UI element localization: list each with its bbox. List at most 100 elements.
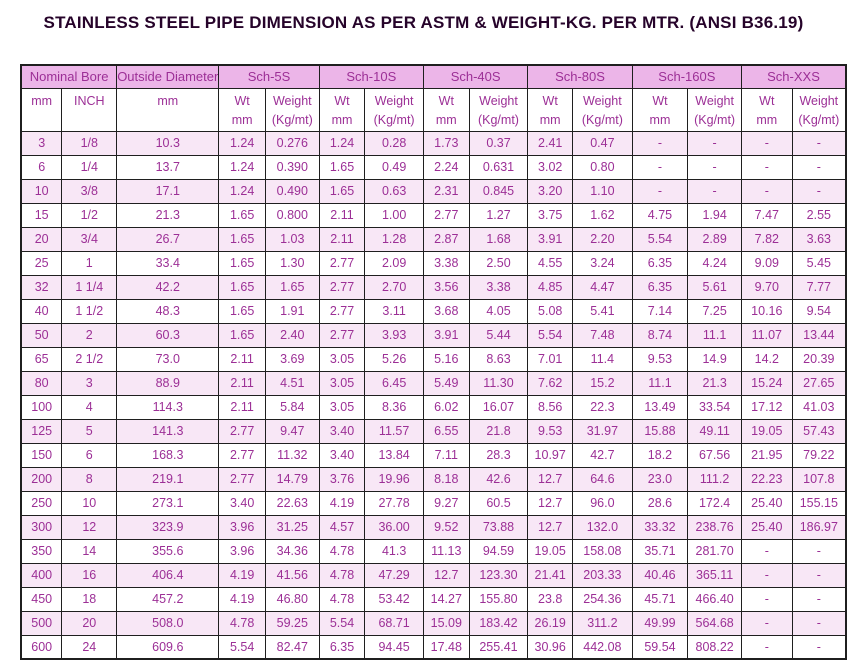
table-cell: 0.390 <box>264 154 320 180</box>
table-cell: 150 <box>20 442 63 468</box>
table-cell: 2.11 <box>318 202 366 228</box>
table-cell: 11.1 <box>687 322 742 348</box>
table-cell: 10.3 <box>116 130 220 156</box>
table-cell: 73.88 <box>468 514 529 540</box>
column-header-line: Wt <box>438 93 454 108</box>
table-cell: 0.490 <box>264 178 320 204</box>
table-cell: 12.7 <box>527 514 574 540</box>
table-cell: 41.3 <box>364 538 424 564</box>
table-cell: 17.12 <box>741 394 793 420</box>
table-cell: 42.6 <box>468 466 529 492</box>
table-cell: 0.28 <box>364 130 424 156</box>
table-cell: 4.47 <box>572 274 633 300</box>
table-cell: 1.03 <box>264 226 320 252</box>
table-cell: 609.6 <box>116 634 220 660</box>
table-cell: 60.5 <box>468 490 529 516</box>
table-cell: - <box>791 178 847 204</box>
table-cell: 14.9 <box>687 346 742 372</box>
table-cell: 406.4 <box>116 562 220 588</box>
pipe-dimension-table: Nominal Bore Outside Diameter Sch-5S Sch-10… <box>20 64 847 660</box>
group-header-cell: Nominal Bore <box>20 64 118 89</box>
column-header-line: (Kg/mt) <box>581 112 623 127</box>
table-row: 6 1/4 13.7 1.24 0.390 1.65 0.49 2.24 0.631 3.02 0.… <box>20 154 847 180</box>
column-header-cell: Wt mm <box>422 87 470 132</box>
table-cell: 6 <box>20 154 63 180</box>
column-header-cell: Weight (Kg/mt) <box>364 87 424 132</box>
table-cell: - <box>791 586 847 612</box>
table-cell: 50 <box>20 322 63 348</box>
table-cell: 9.53 <box>527 418 574 444</box>
table-cell: 2.11 <box>318 226 366 252</box>
table-cell: 9.53 <box>631 346 689 372</box>
table-cell: 4.51 <box>264 370 320 396</box>
table-cell: 31.97 <box>572 418 633 444</box>
table-cell: - <box>741 610 793 636</box>
table-cell: 23.8 <box>527 586 574 612</box>
table-cell: 7.14 <box>631 298 689 324</box>
table-cell: 21.3 <box>116 202 220 228</box>
table-cell: 41.56 <box>264 562 320 588</box>
table-cell: 1.65 <box>218 226 266 252</box>
table-cell: 3/4 <box>61 226 118 252</box>
table-cell: 3.68 <box>422 298 470 324</box>
table-cell: 8.56 <box>527 394 574 420</box>
column-header-line: mm <box>756 112 778 127</box>
table-cell: 3.20 <box>527 178 574 204</box>
table-row: 32 1 1/4 42.2 1.65 1.65 2.77 2.70 3.56 3.38 4.85 4… <box>20 274 847 300</box>
column-header-cell: Weight (Kg/mt) <box>468 87 529 132</box>
table-cell: 48.3 <box>116 298 220 324</box>
table-cell: 203.33 <box>572 562 633 588</box>
column-header-cell: Weight (Kg/mt) <box>791 87 847 132</box>
table-cell: 6 <box>61 442 118 468</box>
table-cell: 18.2 <box>631 442 689 468</box>
table-cell: 11.07 <box>741 322 793 348</box>
table-cell: 6.02 <box>422 394 470 420</box>
table-cell: 16.07 <box>468 394 529 420</box>
table-cell: 114.3 <box>116 394 220 420</box>
group-header-cell: Sch-5S <box>218 64 320 89</box>
table-cell: 3 <box>20 130 63 156</box>
table-cell: 6.35 <box>631 250 689 276</box>
table-cell: 25.40 <box>741 514 793 540</box>
column-header-line: mm <box>539 112 561 127</box>
table-cell: 255.41 <box>468 634 529 660</box>
table-cell: 355.6 <box>116 538 220 564</box>
table-cell: - <box>791 562 847 588</box>
table-cell: 15 <box>20 202 63 228</box>
table-cell: 3.38 <box>468 274 529 300</box>
table-cell: 5.26 <box>364 346 424 372</box>
table-cell: 11.57 <box>364 418 424 444</box>
table-cell: 2.77 <box>318 274 366 300</box>
table-cell: 132.0 <box>572 514 633 540</box>
table-cell: 7.01 <box>527 346 574 372</box>
table-row: 65 2 1/2 73.0 2.11 3.69 3.05 5.26 5.16 8.63 7.01 1… <box>20 346 847 372</box>
table-cell: - <box>791 538 847 564</box>
table-cell: 250 <box>20 490 63 516</box>
table-cell: 808.22 <box>687 634 742 660</box>
table-cell: 41.03 <box>791 394 847 420</box>
table-cell: 68.71 <box>364 610 424 636</box>
table-cell: 168.3 <box>116 442 220 468</box>
table-cell: 1.24 <box>218 130 266 156</box>
table-cell: 65 <box>20 346 63 372</box>
table-cell: 1.65 <box>218 250 266 276</box>
table-cell: 4.24 <box>687 250 742 276</box>
table-cell: 2.70 <box>364 274 424 300</box>
column-header-line: Weight <box>799 93 839 108</box>
table-cell: 8.74 <box>631 322 689 348</box>
table-cell: 19.05 <box>741 418 793 444</box>
column-header-cell: INCH <box>61 87 118 132</box>
table-cell: 45.71 <box>631 586 689 612</box>
table-cell: 2.11 <box>218 370 266 396</box>
table-cell: 254.36 <box>572 586 633 612</box>
page-title: STAINLESS STEEL PIPE DIMENSION AS PER AS… <box>43 13 804 32</box>
table-cell: 466.40 <box>687 586 742 612</box>
column-header-line: Weight <box>272 93 312 108</box>
table-cell: 1.27 <box>468 202 529 228</box>
table-cell: 15.24 <box>741 370 793 396</box>
table-cell: 1.30 <box>264 250 320 276</box>
table-cell: - <box>791 154 847 180</box>
table-cell: 21.95 <box>741 442 793 468</box>
group-header-cell: Sch-XXS <box>741 64 847 89</box>
table-cell: 10 <box>61 490 118 516</box>
